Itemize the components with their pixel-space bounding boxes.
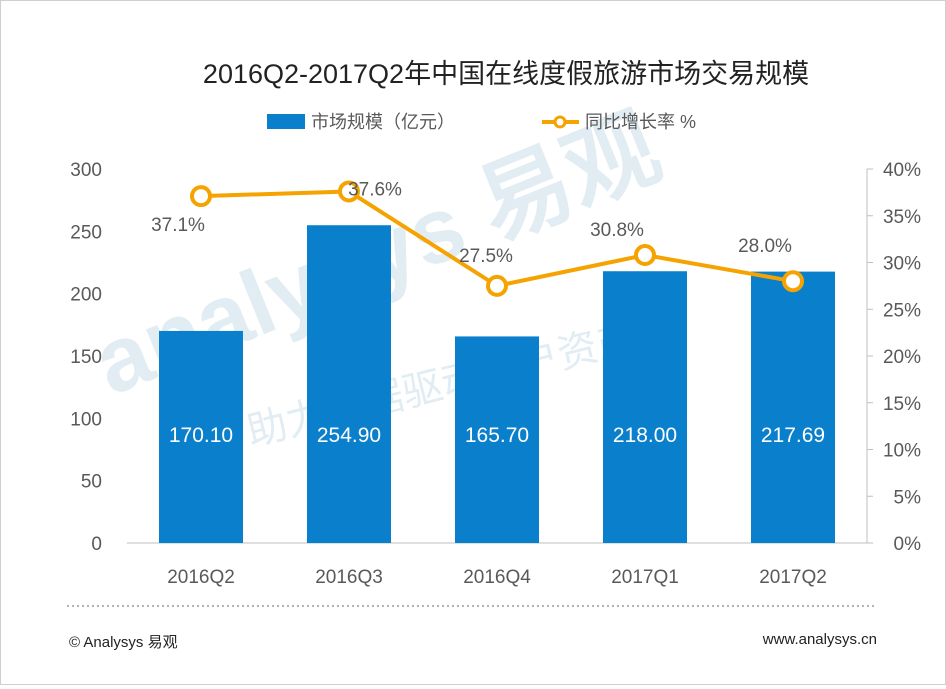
- y-right-tick-label: 10%: [883, 441, 921, 462]
- footer-copyright: © Analysys 易观: [69, 634, 178, 651]
- x-tick-label: 2016Q4: [463, 567, 531, 588]
- legend-swatch-line-marker: [553, 115, 567, 129]
- y-right-tick-label: 35%: [883, 207, 921, 228]
- line-value-label: 27.5%: [459, 246, 513, 267]
- line-value-label: 30.8%: [590, 220, 644, 241]
- y-right-tick-label: 5%: [894, 487, 922, 508]
- y-left-tick-label: 150: [70, 347, 102, 368]
- y-left-tick-label: 50: [81, 472, 102, 493]
- bar-value-label: 217.69: [761, 424, 825, 447]
- line-point: [782, 270, 804, 293]
- line-point: [338, 180, 360, 203]
- bar: [603, 271, 687, 543]
- line-value-label: 28.0%: [738, 236, 792, 257]
- y-axis-left: 0 50 100 150 200 250 300: [70, 160, 102, 555]
- y-right-tick-label: 0%: [894, 534, 922, 555]
- x-tick-label: 2016Q2: [167, 567, 235, 588]
- bar: [307, 225, 391, 543]
- y-right-tick-label: 30%: [883, 254, 921, 275]
- bar-value-label: 218.00: [613, 424, 677, 447]
- y-right-tick-label: 25%: [883, 300, 921, 321]
- bar-value-label: 170.10: [169, 424, 233, 447]
- footer-website[interactable]: www.analysys.cn: [762, 631, 877, 648]
- bar: [159, 330, 243, 543]
- y-left-tick-label: 200: [70, 285, 102, 306]
- line-point: [190, 185, 212, 208]
- x-tick-label: 2016Q3: [315, 567, 383, 588]
- bar-value-label: 165.70: [465, 424, 529, 447]
- x-tick-label: 2017Q1: [611, 567, 679, 588]
- x-axis-ticks: 2016Q2 2016Q3 2016Q4 2017Q1 2017Q2: [167, 567, 827, 588]
- line-point: [486, 274, 508, 297]
- y-left-tick-label: 0: [91, 534, 102, 555]
- chart-title: 2016Q2-2017Q2年中国在线度假旅游市场交易规模: [203, 59, 809, 89]
- legend-swatch-bar: [267, 114, 305, 129]
- line-series: 37.1% 37.6% 27.5% 30.8% 28.0%: [151, 179, 804, 297]
- line-value-label: 37.1%: [151, 215, 205, 236]
- bar-value-label: 254.90: [317, 424, 381, 447]
- x-tick-label: 2017Q2: [759, 567, 827, 588]
- y-left-tick-label: 300: [70, 160, 102, 181]
- y-left-tick-label: 250: [70, 222, 102, 243]
- y-axis-right: 0% 5% 10% 15% 20% 25% 30% 35% 40%: [867, 160, 921, 555]
- line-value-label: 37.6%: [348, 179, 402, 200]
- legend-label-line: 同比增长率 %: [585, 112, 696, 132]
- bar: [751, 271, 835, 543]
- line-point: [634, 244, 656, 267]
- bar: [455, 336, 539, 543]
- y-right-tick-label: 20%: [883, 347, 921, 368]
- bar-series: 170.10 254.90 165.70 218.00 217.69: [159, 225, 835, 543]
- y-right-tick-label: 15%: [883, 394, 921, 415]
- y-left-tick-label: 100: [70, 409, 102, 430]
- legend-label-bar: 市场规模（亿元）: [311, 112, 455, 132]
- y-right-tick-label: 40%: [883, 160, 921, 181]
- chart-legend: 市场规模（亿元） 同比增长率 %: [267, 112, 696, 132]
